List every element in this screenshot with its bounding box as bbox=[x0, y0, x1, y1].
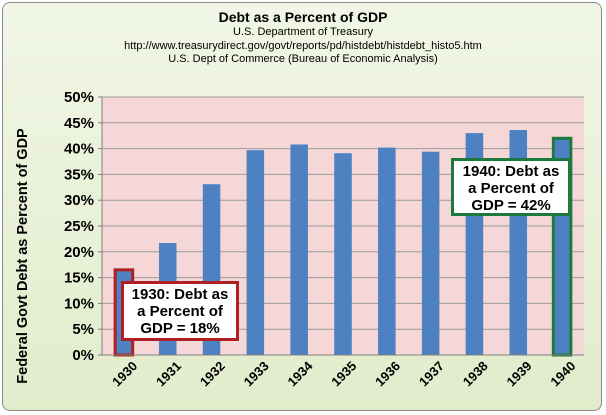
y-tick-label: 5% bbox=[72, 321, 94, 338]
callout-1940-line-3: GDP = 42% bbox=[471, 197, 551, 214]
x-tick-label: 1940 bbox=[547, 358, 578, 389]
y-axis-label: Federal Govt Debt as Percent of GDP bbox=[15, 128, 31, 384]
y-tick-label: 35% bbox=[64, 166, 94, 183]
callout-1930: 1930: Debt as a Percent of GDP = 18% bbox=[121, 281, 239, 341]
x-tick-label: 1933 bbox=[241, 358, 272, 389]
callout-1940: 1940: Debt as a Percent of GDP = 42% bbox=[451, 158, 571, 216]
x-tick-label: 1935 bbox=[328, 358, 359, 389]
bar-1934 bbox=[290, 144, 308, 355]
chart-header: Debt as a Percent of GDP U.S. Department… bbox=[0, 9, 606, 67]
y-tick-label: 50% bbox=[64, 89, 94, 106]
x-tick-label: 1939 bbox=[504, 358, 535, 389]
chart-subtitle-source: U.S. Department of Treasury bbox=[233, 26, 373, 38]
y-tick-label: 20% bbox=[64, 244, 94, 261]
x-tick-label: 1936 bbox=[372, 358, 403, 389]
callout-1930-line-2: a Percent of bbox=[137, 303, 223, 320]
x-tick-label: 1930 bbox=[109, 358, 140, 389]
chart-title: Debt as a Percent of GDP bbox=[218, 9, 388, 25]
bar-1936 bbox=[378, 147, 396, 355]
x-ticks: 1930 1931 1932 1933 1934 1935 1936 1937 1938 1939… bbox=[109, 358, 578, 390]
y-tick-label: 45% bbox=[64, 115, 94, 132]
x-tick-label: 1938 bbox=[460, 358, 491, 389]
y-tick-label: 10% bbox=[64, 295, 94, 312]
x-tick-label: 1932 bbox=[197, 358, 228, 389]
bar-1935 bbox=[334, 153, 352, 355]
y-tick-label: 30% bbox=[64, 192, 94, 209]
callout-1930-line-1: 1930: Debt as bbox=[131, 286, 229, 303]
y-tick-label: 25% bbox=[64, 218, 94, 235]
y-ticks: 0% 5% 10% 15% 20% 25% 30% 35% 40% 45% 50% bbox=[64, 89, 102, 364]
y-tick-label: 0% bbox=[72, 347, 94, 364]
x-tick-label: 1937 bbox=[416, 358, 447, 389]
callout-1940-line-2: a Percent of bbox=[468, 180, 554, 197]
x-tick-label: 1934 bbox=[284, 358, 316, 390]
bar-1933 bbox=[246, 150, 265, 355]
y-tick-label: 40% bbox=[64, 141, 94, 158]
chart-subtitle-agency: U.S. Dept of Commerce (Bureau of Economi… bbox=[168, 53, 438, 65]
bar-1937 bbox=[421, 151, 440, 355]
callout-1930-line-3: GDP = 18% bbox=[140, 320, 220, 337]
callout-1940-line-1: 1940: Debt as bbox=[462, 163, 560, 180]
x-tick-label: 1931 bbox=[153, 358, 184, 389]
chart-subtitle-url: http://www.treasurydirect.gov/govt/repor… bbox=[124, 39, 482, 52]
y-tick-label: 15% bbox=[64, 270, 94, 287]
